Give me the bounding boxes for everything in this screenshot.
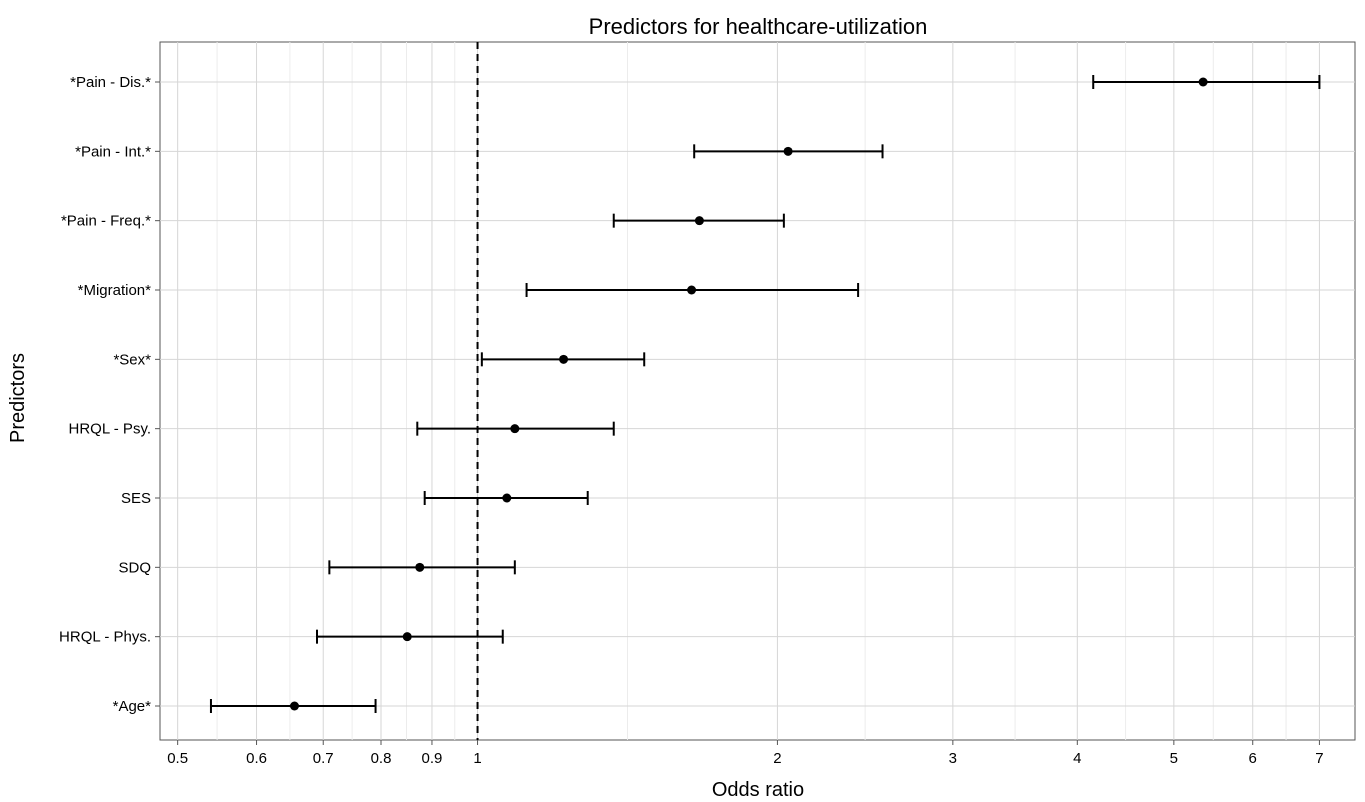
odds-ratio-point bbox=[289, 701, 299, 711]
odds-ratio-point bbox=[510, 424, 520, 434]
odds-ratio-point bbox=[687, 285, 697, 295]
x-tick-label: 1 bbox=[473, 750, 481, 767]
y-tick-label: *Pain - Freq.* bbox=[61, 213, 151, 230]
y-tick-label: SES bbox=[121, 490, 151, 507]
y-tick-label: *Pain - Dis.* bbox=[70, 74, 151, 91]
y-axis-title: Predictors bbox=[7, 353, 29, 443]
y-axis-labels: *Pain - Dis.* *Pain - Int.* *Pain - Freq.*… bbox=[59, 74, 160, 715]
x-tick-label: 5 bbox=[1170, 750, 1178, 767]
y-tick-label: *Sex* bbox=[113, 351, 151, 368]
y-tick-label: *Migration* bbox=[78, 282, 152, 299]
x-tick-label: 7 bbox=[1315, 750, 1323, 767]
x-tick-label: 0.8 bbox=[371, 750, 392, 767]
odds-ratio-point bbox=[1198, 77, 1208, 87]
odds-ratio-point bbox=[402, 632, 412, 642]
x-tick-label: 3 bbox=[949, 750, 957, 767]
x-tick-label: 2 bbox=[773, 750, 781, 767]
x-tick-label: 0.9 bbox=[422, 750, 443, 767]
odds-ratio-point bbox=[502, 493, 512, 503]
x-tick-label: 0.7 bbox=[313, 750, 334, 767]
x-axis-title: Odds ratio bbox=[712, 779, 804, 801]
y-tick-label: SDQ bbox=[118, 559, 151, 576]
y-tick-label: HRQL - Phys. bbox=[59, 629, 151, 646]
x-tick-label: 6 bbox=[1249, 750, 1257, 767]
odds-ratio-point bbox=[559, 354, 569, 364]
x-tick-label: 4 bbox=[1073, 750, 1081, 767]
plot-panel bbox=[159, 41, 1356, 741]
x-axis-labels: 0.5 0.6 0.7 0.8 0.9 1 2 3 4 5 6 7 bbox=[167, 740, 1324, 767]
data-marks bbox=[209, 75, 1321, 713]
odds-ratio-point bbox=[415, 562, 425, 572]
chart-title: Predictors for healthcare-utilization bbox=[589, 14, 928, 39]
x-tick-label: 0.5 bbox=[167, 750, 188, 767]
y-tick-label: HRQL - Psy. bbox=[68, 421, 151, 438]
x-tick-label: 0.6 bbox=[246, 750, 267, 767]
y-tick-label: *Pain - Int.* bbox=[75, 143, 151, 160]
odds-ratio-point bbox=[694, 216, 704, 226]
odds-ratio-point bbox=[783, 146, 793, 156]
y-tick-label: *Age* bbox=[113, 698, 152, 715]
